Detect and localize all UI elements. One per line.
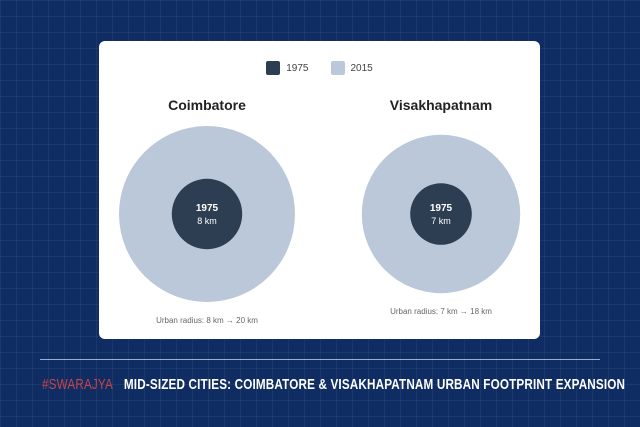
city-title-visakhapatnam: Visakhapatnam	[389, 97, 493, 113]
brand-logo: #SWARAJYA	[42, 376, 113, 393]
chart-card: 1975 2015 Coimbatore Visakhapatnam 1975 8…	[99, 41, 540, 339]
legend-item-1975: 1975	[266, 61, 309, 75]
caption: Urban radius: 7 km → 18 km	[390, 307, 492, 316]
circles-chart: 1975 8 km Urban radius: 8 km → 20 km 1975 7 …	[119, 126, 521, 325]
caption: Urban radius: 8 km → 20 km	[156, 316, 258, 325]
circle-1975-coimbatore	[171, 178, 243, 250]
legend-item-2015: 2015	[330, 61, 373, 75]
inner-label: 1975	[196, 203, 219, 214]
inner-label: 1975	[430, 203, 453, 214]
circle-1975-visakhapatnam	[410, 183, 472, 245]
divider	[40, 359, 600, 360]
legend-swatch-1975	[266, 61, 281, 75]
footer-title: MID-SIZED CITIES: COIMBATORE & VISAKHAPA…	[123, 376, 626, 393]
inner-value: 7 km	[431, 216, 451, 226]
legend: 1975 2015	[99, 61, 540, 75]
legend-label: 1975	[286, 62, 309, 74]
footer: #SWARAJYA MID-SIZED CITIES: COIMBATORE & …	[42, 376, 625, 393]
legend-label: 2015	[350, 62, 373, 74]
city-title-coimbatore: Coimbatore	[168, 97, 246, 113]
legend-swatch-2015	[330, 61, 345, 75]
inner-value: 8 km	[197, 216, 217, 226]
